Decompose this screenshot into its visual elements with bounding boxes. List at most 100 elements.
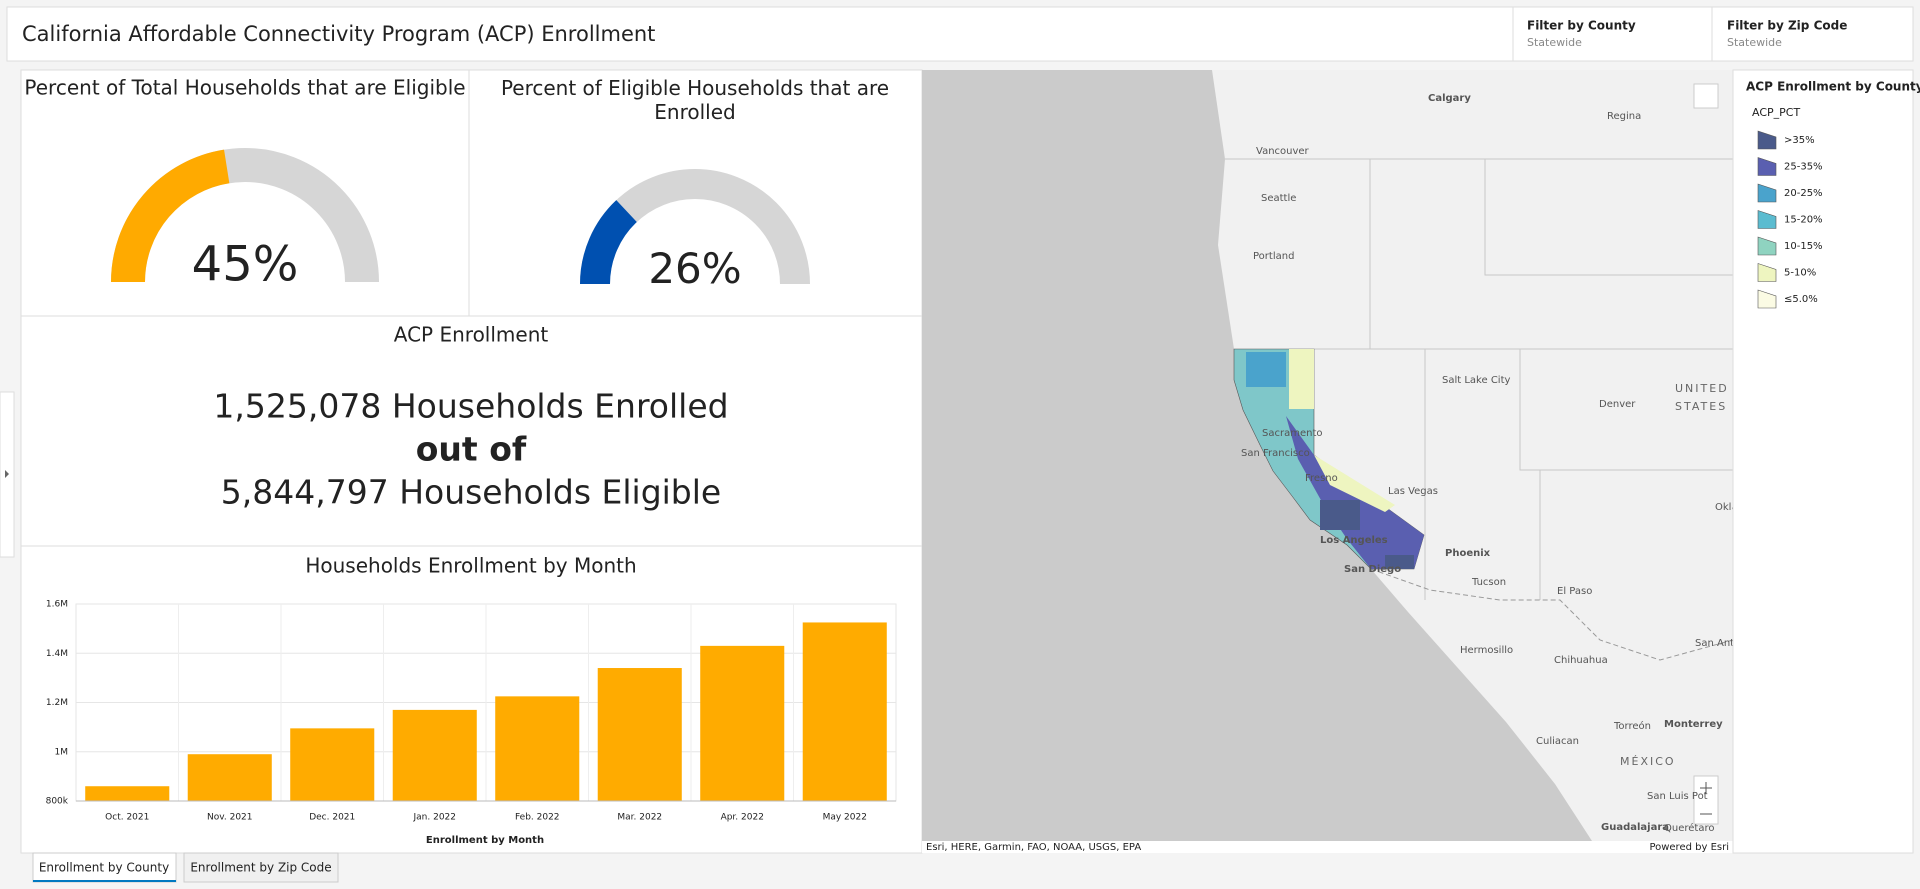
page-title: California Affordable Connectivity Progr… — [22, 22, 655, 46]
bar — [495, 696, 580, 801]
map-label: Culiacan — [1536, 736, 1579, 747]
legend-label: >35% — [1784, 135, 1815, 146]
bar — [85, 786, 170, 801]
map-label: Portland — [1253, 251, 1294, 262]
legend-swatch — [1757, 210, 1777, 229]
legend-label: 25-35% — [1784, 162, 1823, 173]
gauge-value — [580, 200, 638, 285]
map-label: Las Vegas — [1388, 486, 1438, 497]
map-label: San Francisco — [1241, 448, 1310, 459]
map-label: Guadalajara — [1601, 822, 1669, 833]
map-label: San Ant — [1695, 638, 1734, 649]
legend-swatch — [1757, 263, 1777, 282]
map-label: Chihuahua — [1554, 655, 1608, 666]
bar — [597, 668, 682, 801]
filter-value: Statewide — [1727, 36, 1782, 49]
tab-active[interactable] — [32, 852, 177, 883]
tab-label: Enrollment by Zip Code — [190, 861, 331, 875]
y-tick-label: 1.6M — [46, 600, 68, 610]
legend-label: 5-10% — [1784, 268, 1816, 279]
ocean — [922, 70, 1592, 841]
gauge-title: Percent of Eligible Households that are E… — [501, 76, 889, 124]
county-filter[interactable] — [1514, 8, 1711, 60]
legend-label: 15-20% — [1784, 215, 1823, 226]
y-tick-label: 1.2M — [46, 698, 68, 708]
x-tick-label: Jan. 2022 — [413, 813, 457, 823]
map-label: Regina — [1607, 111, 1641, 122]
legend-label: 20-25% — [1784, 188, 1823, 199]
y-tick-label: 1.4M — [46, 649, 68, 659]
x-tick-label: Apr. 2022 — [721, 813, 764, 823]
x-axis-title: Enrollment by Month — [426, 835, 544, 846]
legend: >35% 25-35% 20-25% 15-20% 10-15% 5-10% ≤5.0% — [1757, 130, 1823, 309]
borders — [1225, 158, 1733, 600]
map-label: MÉXICO — [1620, 755, 1676, 768]
x-tick-label: Nov. 2021 — [207, 813, 253, 823]
gauge-label: 45% — [192, 237, 299, 293]
gauge-title: Percent of Total Households that are Eli… — [24, 76, 465, 100]
eligible-text: 5,844,797 Households Eligible — [221, 473, 721, 512]
legend-swatch — [1757, 236, 1777, 256]
map-label: Salt Lake City — [1442, 375, 1511, 386]
map-label: STATES — [1675, 400, 1727, 413]
bar — [290, 728, 375, 801]
attribution-bar — [922, 841, 1733, 853]
legend-field: ACP_PCT — [1752, 106, 1800, 119]
x-tick-label: Oct. 2021 — [105, 813, 149, 823]
attribution: Esri, HERE, Garmin, FAO, NOAA, USGS, EPA — [926, 842, 1141, 853]
map-label: Torreón — [1613, 720, 1651, 732]
zip-filter[interactable] — [1713, 8, 1912, 60]
map-label: Hermosillo — [1460, 645, 1513, 656]
map-label: Calgary — [1428, 93, 1471, 104]
map-label: Oklah — [1715, 502, 1744, 513]
legend-label: 10-15% — [1784, 241, 1823, 252]
legend-label: ≤5.0% — [1784, 294, 1818, 305]
map-labels: Calgary Regina Vancouver Seattle Portland Sal… — [1241, 93, 1744, 834]
county-region — [1246, 352, 1286, 387]
powered-by: Powered by Esri — [1649, 842, 1729, 853]
bar — [392, 709, 477, 801]
county-region — [1314, 455, 1395, 512]
bar — [802, 622, 887, 801]
border — [1370, 568, 1734, 661]
side-toggle-icon — [5, 470, 9, 478]
x-tick-label: Mar. 2022 — [617, 813, 662, 823]
tab-label: Enrollment by County — [39, 861, 169, 875]
map-label: Seattle — [1261, 193, 1296, 204]
map-label: Los Angeles — [1320, 535, 1388, 546]
enrolled-text: 1,525,078 Households Enrolled — [213, 387, 728, 426]
map-grid-button[interactable] — [1693, 83, 1719, 109]
map-label: El Paso — [1557, 586, 1592, 597]
county-region — [1320, 500, 1360, 530]
legend-swatch — [1757, 130, 1777, 150]
legend-swatch — [1757, 289, 1777, 309]
zoom-icons — [1700, 782, 1712, 815]
out-of-text: out of — [416, 430, 527, 469]
gauge-label: 26% — [648, 244, 741, 293]
map-label: Querétaro — [1664, 822, 1714, 834]
x-tick-label: Dec. 2021 — [309, 813, 355, 823]
map-label: Sacramento — [1262, 428, 1322, 439]
map-label: Phoenix — [1445, 548, 1491, 559]
filter-label: Filter by County — [1527, 19, 1636, 33]
x-tick-label: May 2022 — [823, 813, 867, 823]
filter-value: Statewide — [1527, 36, 1582, 49]
county-region — [1385, 555, 1414, 569]
gauge-value — [111, 149, 230, 283]
map-label: Vancouver — [1256, 146, 1310, 157]
tab[interactable] — [183, 852, 339, 883]
map-label: Fresno — [1305, 473, 1338, 484]
chart-title: Households Enrollment by Month — [305, 554, 636, 578]
filter-label: Filter by Zip Code — [1727, 19, 1847, 33]
county-region — [1289, 349, 1314, 409]
bar — [700, 645, 785, 801]
map-label: UNITED — [1675, 382, 1729, 395]
x-tick-label: Feb. 2022 — [515, 813, 560, 823]
legend-swatch — [1757, 183, 1777, 203]
bar — [187, 754, 272, 801]
map-label: Monterrey — [1664, 719, 1723, 730]
map-label: Denver — [1599, 399, 1636, 410]
map-label: Tucson — [1471, 577, 1506, 588]
